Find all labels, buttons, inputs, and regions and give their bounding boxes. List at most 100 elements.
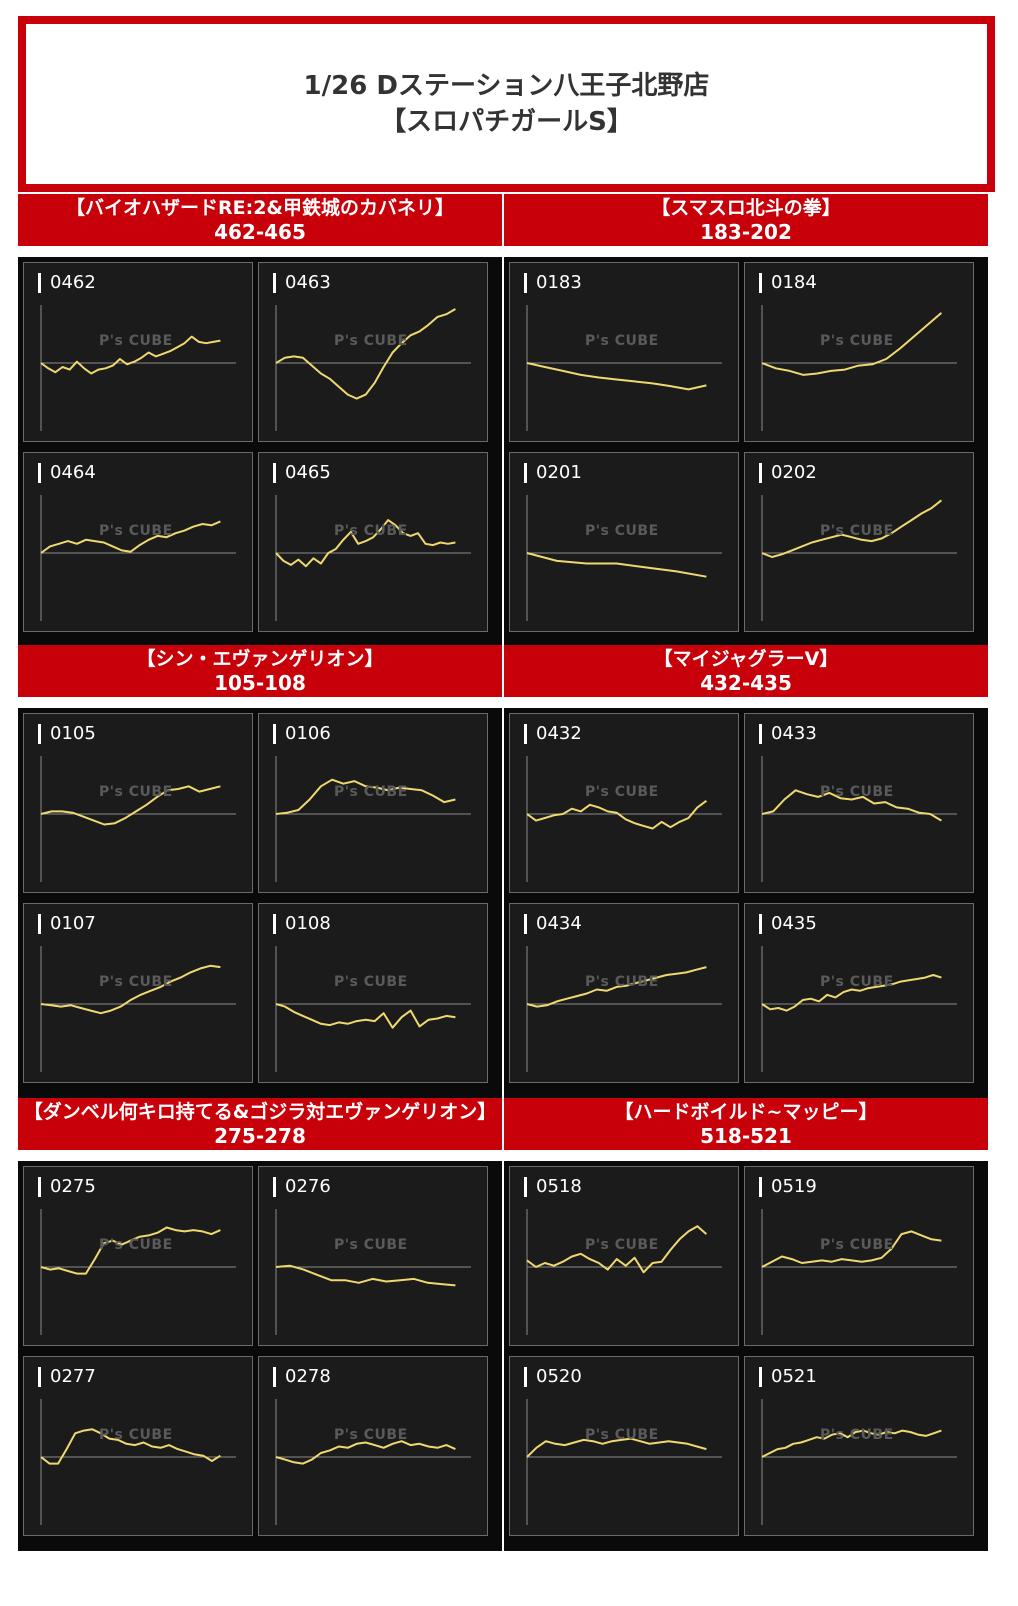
- slump-line: [40, 1226, 221, 1275]
- watermark-logo: P's CUBE: [820, 784, 894, 800]
- section-title: 【スマスロ北斗の拳】 183-202: [504, 194, 988, 246]
- slump-chart: 0107 P's CUBE: [23, 903, 253, 1083]
- slump-line: [275, 519, 456, 568]
- slump-line: [761, 974, 942, 1012]
- slump-graph-svg: [526, 756, 722, 882]
- slump-graph-svg: [761, 1399, 957, 1525]
- slump-line: [761, 1429, 942, 1458]
- slump-line: [275, 308, 456, 400]
- slump-line: [40, 520, 221, 554]
- machine-number: 0521: [759, 1367, 817, 1387]
- machine-number: 0463: [273, 273, 331, 293]
- slump-chart: 0464 P's CUBE: [23, 452, 253, 632]
- slump-graph-svg: [40, 495, 236, 621]
- watermark-logo: P's CUBE: [585, 784, 659, 800]
- watermark-logo: P's CUBE: [820, 523, 894, 539]
- slump-graph-svg: [40, 946, 236, 1072]
- slump-line: [526, 1225, 708, 1274]
- machine-number: 0275: [38, 1177, 96, 1197]
- machine-number: 0277: [38, 1367, 96, 1387]
- chart-grid: 0275 P's CUBE 0276 P's CUBE 0277 P's CUBE 0278…: [18, 1161, 502, 1551]
- page-header: 1/26 Dステーション八王子北野店 【スロパチガールS】: [18, 16, 995, 192]
- section-title: 【ダンベル何キロ持てる&ゴジラ対エヴァンゲリオン】 275-278: [18, 1098, 502, 1150]
- slump-line: [526, 362, 707, 391]
- machine-number: 0106: [273, 724, 331, 744]
- slump-chart: 0106 P's CUBE: [258, 713, 488, 893]
- slump-line: [526, 1437, 707, 1458]
- slump-line: [40, 335, 221, 375]
- slump-chart: 0432 P's CUBE: [509, 713, 739, 893]
- watermark-logo: P's CUBE: [820, 1237, 894, 1253]
- machine-number: 0432: [524, 724, 582, 744]
- machine-number: 0465: [273, 463, 331, 483]
- slump-graph-svg: [40, 305, 236, 431]
- slump-chart: 0184 P's CUBE: [744, 262, 974, 442]
- slump-graph-svg: [761, 756, 957, 882]
- section-machine-name: 【ハードボイルド~マッピー】: [614, 1101, 878, 1123]
- watermark-logo: P's CUBE: [585, 1427, 659, 1443]
- chart-grid: 0105 P's CUBE 0106 P's CUBE 0107 P's CUBE 0108…: [18, 708, 502, 1098]
- section-machine-range: 432-435: [700, 671, 792, 695]
- slump-graph-svg: [40, 1209, 236, 1335]
- slump-graph-svg: [275, 756, 471, 882]
- chart-grid: 0183 P's CUBE 0184 P's CUBE 0201 P's CUBE 0202…: [504, 257, 988, 647]
- slump-line: [275, 1440, 456, 1465]
- slump-graph-svg: [526, 1209, 722, 1335]
- machine-number: 0201: [524, 463, 582, 483]
- slump-chart: 0278 P's CUBE: [258, 1356, 488, 1536]
- slump-graph-svg: [275, 305, 471, 431]
- slump-graph-svg: [275, 495, 471, 621]
- chart-grid: 0518 P's CUBE 0519 P's CUBE 0520 P's CUBE 0521…: [504, 1161, 988, 1551]
- slump-chart: 0462 P's CUBE: [23, 262, 253, 442]
- watermark-logo: P's CUBE: [820, 1427, 894, 1443]
- watermark-logo: P's CUBE: [334, 333, 408, 349]
- chart-grid: 0432 P's CUBE 0433 P's CUBE 0434 P's CUBE 0435…: [504, 708, 988, 1098]
- slump-graph-svg: [761, 495, 957, 621]
- machine-section: 【マイジャグラーV】 432-435 0432 P's CUBE 0433 P's CUB…: [504, 645, 988, 1100]
- section-machine-name: 【スマスロ北斗の拳】: [651, 197, 841, 219]
- slump-line: [275, 1003, 456, 1029]
- slump-line: [761, 789, 942, 822]
- watermark-logo: P's CUBE: [585, 1237, 659, 1253]
- slump-graph-svg: [761, 946, 957, 1072]
- machine-number: 0518: [524, 1177, 582, 1197]
- slump-graph-svg: [275, 946, 471, 1072]
- section-title: 【シン・エヴァンゲリオン】 105-108: [18, 645, 502, 697]
- watermark-logo: P's CUBE: [334, 1237, 408, 1253]
- slump-chart: 0276 P's CUBE: [258, 1166, 488, 1346]
- section-machine-name: 【シン・エヴァンゲリオン】: [136, 648, 384, 670]
- section-machine-name: 【マイジャグラーV】: [653, 648, 839, 670]
- watermark-logo: P's CUBE: [820, 333, 894, 349]
- watermark-logo: P's CUBE: [334, 523, 408, 539]
- section-machine-name: 【ダンベル何キロ持てる&ゴジラ対エヴァンゲリオン】: [23, 1101, 497, 1123]
- slump-chart: 0520 P's CUBE: [509, 1356, 739, 1536]
- slump-chart: 0519 P's CUBE: [744, 1166, 974, 1346]
- watermark-logo: P's CUBE: [99, 1427, 173, 1443]
- section-machine-range: 183-202: [700, 220, 792, 244]
- slump-chart: 0465 P's CUBE: [258, 452, 488, 632]
- slump-chart: 0201 P's CUBE: [509, 452, 739, 632]
- machine-number: 0202: [759, 463, 817, 483]
- slump-chart: 0434 P's CUBE: [509, 903, 739, 1083]
- slump-chart: 0277 P's CUBE: [23, 1356, 253, 1536]
- machine-number: 0464: [38, 463, 96, 483]
- machine-number: 0276: [273, 1177, 331, 1197]
- section-title: 【マイジャグラーV】 432-435: [504, 645, 988, 697]
- slump-line: [526, 799, 707, 830]
- machine-number: 0462: [38, 273, 96, 293]
- watermark-logo: P's CUBE: [820, 974, 894, 990]
- section-machine-range: 105-108: [214, 671, 306, 695]
- machine-number: 0520: [524, 1367, 582, 1387]
- slump-line: [526, 966, 707, 1008]
- slump-graph-svg: [761, 1209, 957, 1335]
- section-title: 【バイオハザードRE:2&甲鉄城のカバネリ】 462-465: [18, 194, 502, 246]
- slump-graph-svg: [526, 305, 722, 431]
- slump-line: [275, 1264, 456, 1287]
- machine-section: 【ダンベル何キロ持てる&ゴジラ対エヴァンゲリオン】 275-278 0275 P's …: [18, 1098, 502, 1553]
- slump-graph-svg: [761, 305, 957, 431]
- machine-section: 【シン・エヴァンゲリオン】 105-108 0105 P's CUBE 0106 P's …: [18, 645, 502, 1100]
- slump-line: [761, 312, 943, 376]
- section-machine-range: 275-278: [214, 1124, 306, 1148]
- watermark-logo: P's CUBE: [334, 784, 408, 800]
- slump-graph-svg: [40, 756, 236, 882]
